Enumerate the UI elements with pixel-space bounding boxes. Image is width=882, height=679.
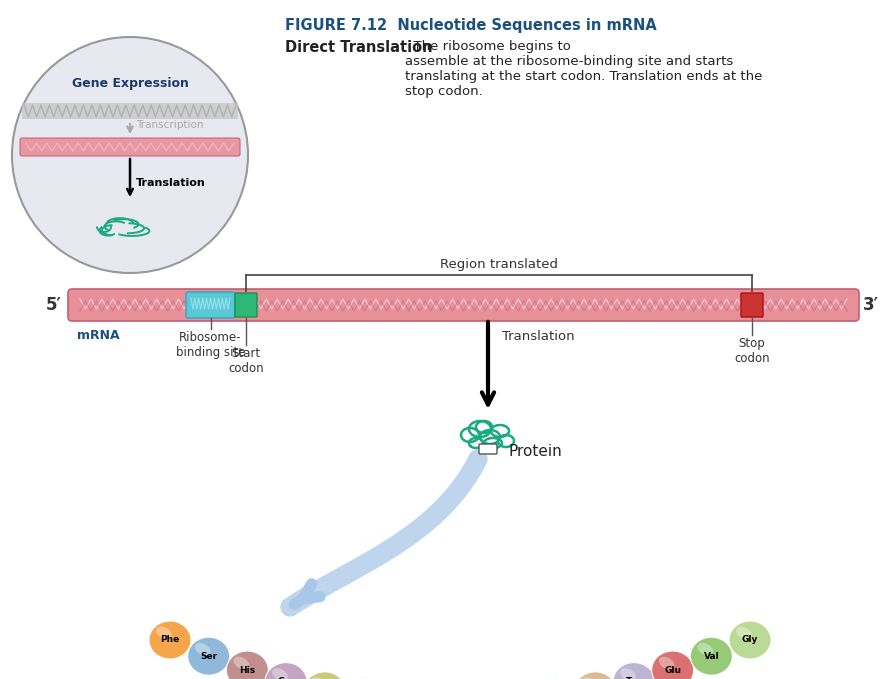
- Text: Gly: Gly: [742, 636, 759, 644]
- FancyBboxPatch shape: [186, 292, 235, 318]
- FancyBboxPatch shape: [235, 293, 257, 317]
- Text: Stop
codon: Stop codon: [734, 337, 770, 365]
- Bar: [22, 103, 238, 119]
- Text: Translation: Translation: [136, 178, 206, 188]
- Ellipse shape: [265, 663, 307, 679]
- Text: Tyr: Tyr: [626, 677, 642, 679]
- Text: Region translated: Region translated: [440, 258, 558, 271]
- Text: Gene Expression: Gene Expression: [71, 77, 189, 90]
- Ellipse shape: [234, 657, 250, 669]
- Text: Direct Translation: Direct Translation: [285, 40, 433, 55]
- Text: Transcription: Transcription: [136, 120, 204, 130]
- Ellipse shape: [188, 637, 229, 675]
- Ellipse shape: [156, 627, 172, 640]
- Text: Protein: Protein: [508, 443, 562, 458]
- Text: Phe: Phe: [161, 636, 180, 644]
- Text: FIGURE 7.12  Nucleotide Sequences in mRNA: FIGURE 7.12 Nucleotide Sequences in mRNA: [285, 18, 657, 33]
- Text: Start
codon: Start codon: [228, 347, 264, 375]
- Ellipse shape: [698, 643, 714, 655]
- Ellipse shape: [613, 663, 655, 679]
- Text: 5′: 5′: [46, 296, 62, 314]
- Ellipse shape: [273, 668, 288, 679]
- Text: Ribosome-
binding site: Ribosome- binding site: [176, 331, 245, 359]
- Ellipse shape: [303, 672, 346, 679]
- Ellipse shape: [620, 668, 636, 679]
- Text: Glu: Glu: [664, 665, 681, 674]
- Ellipse shape: [659, 657, 675, 669]
- Text: The ribosome begins to
assemble at the ribosome-binding site and starts
translat: The ribosome begins to assemble at the r…: [405, 40, 762, 98]
- Ellipse shape: [736, 627, 751, 640]
- Ellipse shape: [581, 678, 597, 679]
- Ellipse shape: [574, 672, 617, 679]
- Text: Ser: Ser: [200, 652, 217, 661]
- Text: Val: Val: [704, 652, 719, 661]
- Ellipse shape: [310, 678, 326, 679]
- Ellipse shape: [149, 621, 191, 659]
- FancyBboxPatch shape: [68, 289, 859, 321]
- Ellipse shape: [729, 621, 771, 659]
- Circle shape: [12, 37, 248, 273]
- FancyBboxPatch shape: [479, 444, 497, 454]
- Ellipse shape: [227, 651, 268, 679]
- Text: mRNA: mRNA: [77, 329, 120, 342]
- FancyBboxPatch shape: [741, 293, 763, 317]
- Text: Cys: Cys: [277, 677, 295, 679]
- Ellipse shape: [691, 637, 732, 675]
- Text: 3′: 3′: [863, 296, 879, 314]
- Text: His: His: [239, 665, 256, 674]
- Text: Translation: Translation: [502, 331, 575, 344]
- Ellipse shape: [652, 651, 693, 679]
- Ellipse shape: [195, 643, 211, 655]
- FancyBboxPatch shape: [20, 138, 240, 156]
